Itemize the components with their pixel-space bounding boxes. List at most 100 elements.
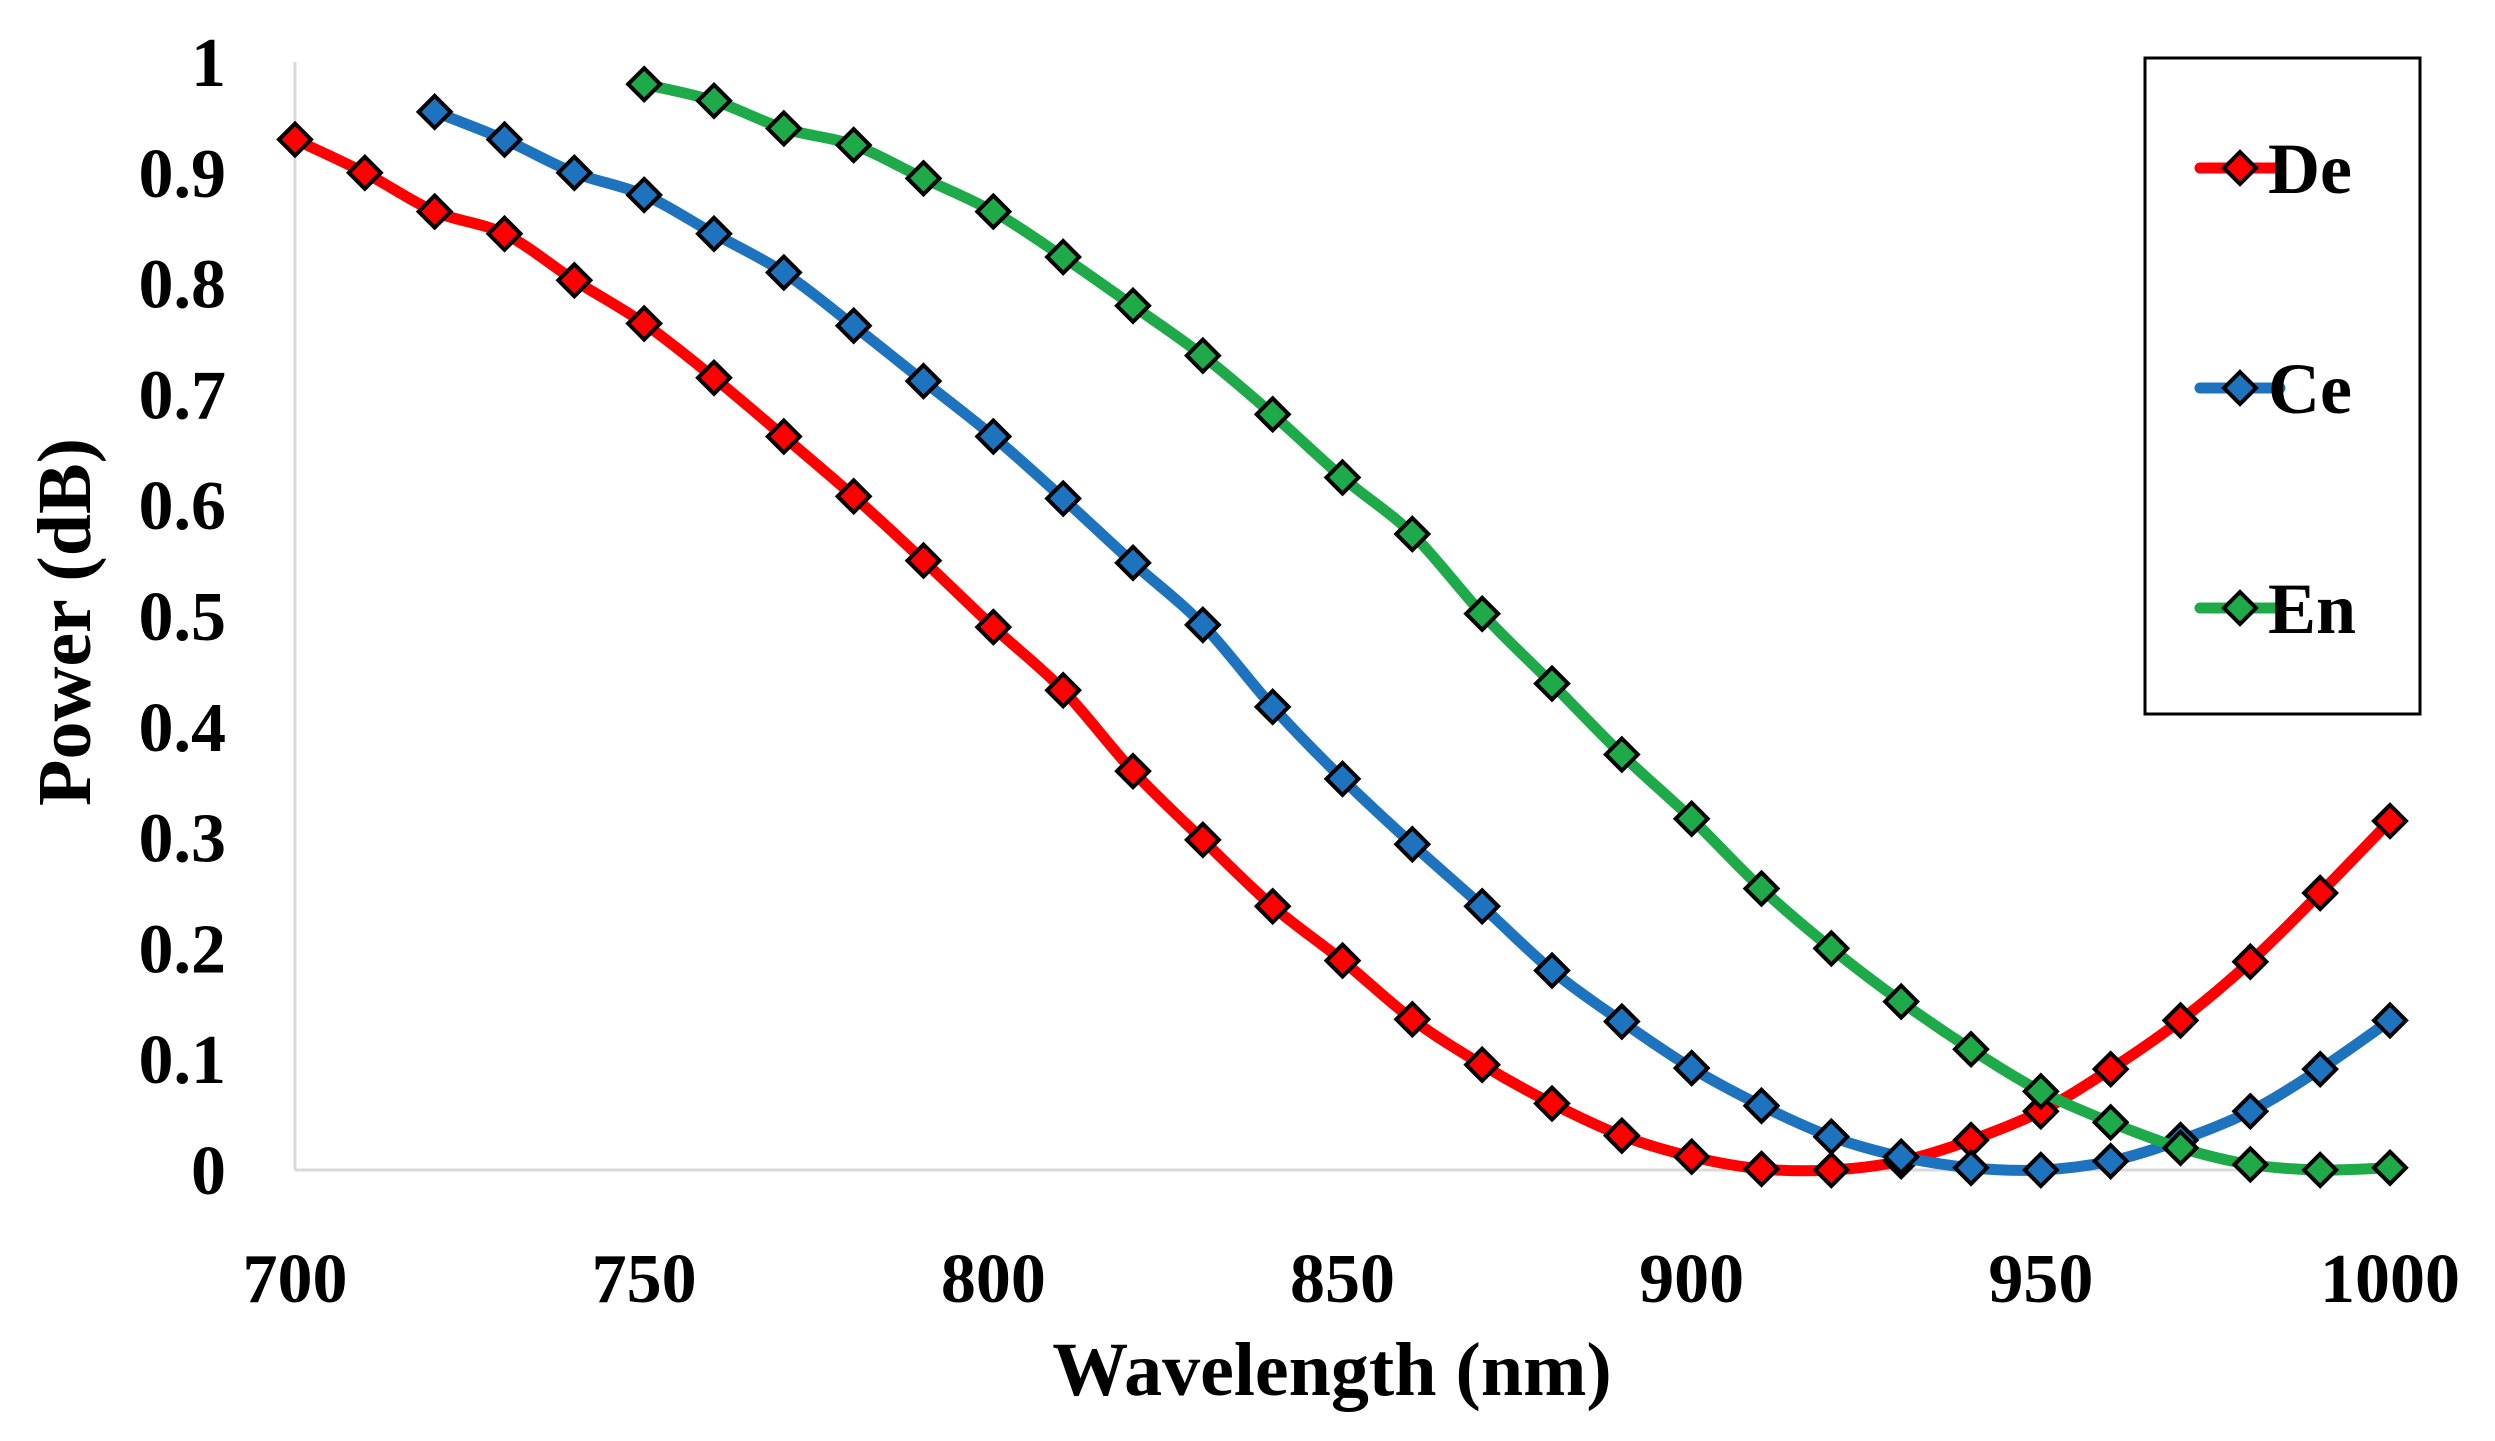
data-point-de <box>625 304 663 343</box>
data-point-en <box>2301 1151 2339 1189</box>
legend-label: Ce <box>2268 349 2352 429</box>
data-point-de <box>974 608 1013 646</box>
data-point-ce <box>2301 1050 2339 1089</box>
data-point-de <box>2301 874 2339 912</box>
data-point-ce <box>1253 688 1292 726</box>
data-point-en <box>2022 1072 2060 1111</box>
x-tick-label: 700 <box>243 1241 348 1318</box>
data-point-ce <box>1323 760 1362 798</box>
data-point-ce <box>1952 1148 1990 1187</box>
data-point-ce <box>2022 1151 2060 1189</box>
data-point-ce <box>555 153 594 192</box>
data-point-en <box>1742 869 1781 908</box>
legend-item-de: De <box>2194 129 2352 209</box>
legend: De Ce En <box>2143 56 2422 716</box>
data-point-de <box>276 120 314 159</box>
x-tick-label: 850 <box>1290 1241 1395 1318</box>
data-point-en <box>765 109 803 148</box>
data-point-de <box>2091 1050 2130 1089</box>
data-point-ce <box>2091 1142 2130 1180</box>
data-point-en <box>1393 515 1432 553</box>
x-tick-label: 800 <box>941 1241 1046 1318</box>
data-point-de <box>1812 1151 1851 1189</box>
data-point-en <box>1463 594 1501 633</box>
data-point-ce <box>904 362 943 400</box>
data-point-de <box>1044 671 1082 710</box>
data-point-en <box>1952 1030 1990 1069</box>
data-point-de <box>2371 802 2409 840</box>
data-point-de <box>904 541 943 580</box>
data-point-de <box>1603 1116 1641 1155</box>
data-point-ce <box>1463 887 1501 926</box>
x-tick-label: 750 <box>592 1241 697 1318</box>
data-point-ce <box>1533 951 1571 990</box>
data-point-ce <box>1882 1137 1920 1176</box>
data-point-en <box>695 81 733 120</box>
data-point-de <box>1393 1000 1432 1039</box>
data-point-de <box>695 358 733 397</box>
y-tick-label: 1 <box>191 25 226 102</box>
data-point-en <box>2091 1103 2130 1142</box>
data-point-ce <box>1184 606 1222 644</box>
data-point-ce <box>415 93 454 131</box>
data-point-de <box>1184 820 1222 859</box>
y-tick-label: 0.5 <box>139 579 227 656</box>
data-point-en <box>2161 1129 2200 1167</box>
data-point-de <box>765 417 803 456</box>
series-ce <box>415 93 2409 1189</box>
data-point-ce <box>1044 479 1082 518</box>
data-point-en <box>1812 929 1851 968</box>
data-point-en <box>1323 458 1362 497</box>
y-axis-title: Power (dB) <box>23 438 107 806</box>
data-point-de <box>1253 887 1292 926</box>
x-tick-label: 1000 <box>2320 1241 2460 1318</box>
data-point-en <box>2371 1148 2409 1187</box>
data-point-ce <box>1742 1086 1781 1125</box>
data-point-de <box>834 477 873 516</box>
data-point-en <box>1533 664 1571 703</box>
data-point-ce <box>2231 1092 2270 1131</box>
series-de <box>276 120 2409 1189</box>
data-point-en <box>2231 1145 2270 1184</box>
legend-label: De <box>2268 129 2352 209</box>
data-point-ce <box>834 306 873 345</box>
x-tick-label: 900 <box>1639 1241 1744 1318</box>
data-point-de <box>415 192 454 231</box>
data-point-en <box>834 126 873 164</box>
data-point-de <box>1463 1045 1501 1084</box>
data-point-en <box>904 159 943 198</box>
data-point-de <box>2022 1092 2060 1131</box>
y-tick-label: 0.4 <box>139 690 227 767</box>
plot-area-series <box>276 65 2409 1189</box>
tick-labels: 700 750 800 850 900 950 1000 0 0.1 0.2 0.3 0.4 0.5 0.… <box>139 25 2461 1318</box>
data-point-de <box>1742 1150 1781 1188</box>
data-point-en <box>1184 336 1222 375</box>
data-point-en <box>1114 286 1152 325</box>
data-point-en <box>974 192 1013 231</box>
legend-marker <box>2221 149 2259 187</box>
data-point-de <box>2231 942 2270 981</box>
y-tick-label: 0.1 <box>139 1022 227 1099</box>
y-tick-label: 0 <box>191 1133 226 1210</box>
legend-marker <box>2221 369 2259 407</box>
y-tick-label: 0.9 <box>139 136 227 213</box>
data-point-de <box>1533 1084 1571 1123</box>
data-point-ce <box>1672 1049 1711 1087</box>
data-point-de <box>485 214 524 253</box>
data-point-de <box>1323 941 1362 980</box>
data-point-de <box>1114 752 1152 790</box>
data-point-ce <box>1114 543 1152 582</box>
data-point-ce <box>974 417 1013 456</box>
y-tick-label: 0.2 <box>139 911 227 988</box>
y-tick-label: 0.8 <box>139 247 227 324</box>
data-point-en <box>1882 982 1920 1021</box>
x-tick-label: 950 <box>1988 1241 2093 1318</box>
data-point-de <box>1672 1137 1711 1176</box>
data-point-ce <box>695 214 733 253</box>
data-point-en <box>1672 799 1711 838</box>
x-axis-title: Wavelength (nm) <box>1052 1328 1611 1412</box>
data-point-ce <box>1812 1117 1851 1156</box>
data-point-de <box>346 153 384 192</box>
